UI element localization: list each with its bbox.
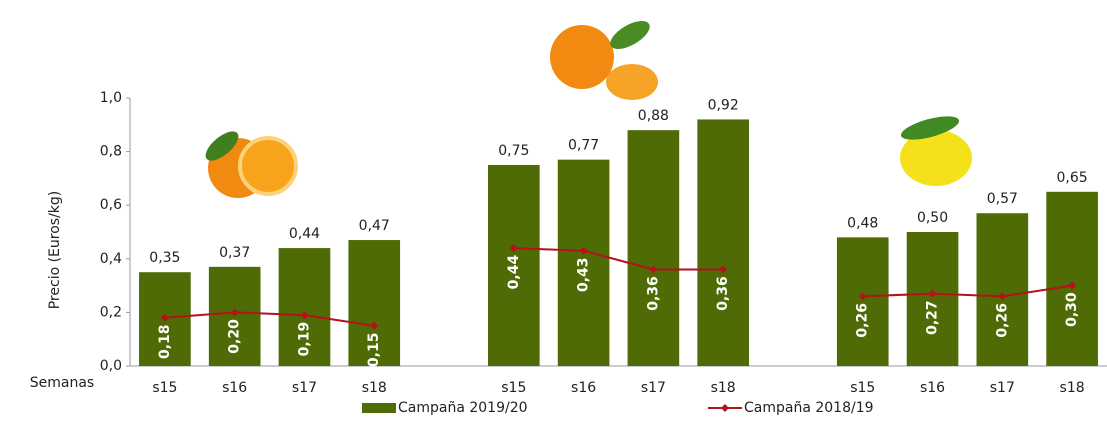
x-tick-label: s18 xyxy=(362,380,387,396)
legend-label: Campaña 2019/20 xyxy=(398,400,528,416)
bar xyxy=(907,232,959,366)
x-tick-label: s17 xyxy=(641,380,666,396)
bar xyxy=(628,130,680,366)
bar-value-label: 0,44 xyxy=(289,226,320,242)
line-value-label: 0,19 xyxy=(296,322,312,357)
y-tick-label: 1,0 xyxy=(100,90,122,106)
x-axis-label: Semanas xyxy=(30,375,94,391)
mandarin-image xyxy=(550,15,658,100)
bar xyxy=(837,237,889,366)
lemon-image xyxy=(899,112,972,186)
line-value-label: 0,36 xyxy=(645,276,661,311)
y-tick-label: 0,4 xyxy=(100,251,122,267)
line-value-label: 0,36 xyxy=(715,276,731,311)
bar-value-label: 0,75 xyxy=(498,143,529,159)
bar xyxy=(977,213,1029,366)
legend-swatch xyxy=(721,404,729,412)
x-tick-label: s17 xyxy=(990,380,1015,396)
x-tick-label: s15 xyxy=(501,380,526,396)
x-tick-label: s17 xyxy=(292,380,317,396)
line-value-label: 0,44 xyxy=(506,255,522,290)
y-tick-label: 0,8 xyxy=(100,144,122,160)
orange-image xyxy=(201,126,296,198)
legend-label: Campaña 2018/19 xyxy=(744,400,874,416)
bar xyxy=(697,119,749,366)
line-value-label: 0,26 xyxy=(855,303,871,338)
y-axis-label: Precio (Euros/kg) xyxy=(47,191,63,310)
x-tick-label: s15 xyxy=(152,380,177,396)
y-tick-label: 0,2 xyxy=(100,304,122,320)
x-tick-label: s16 xyxy=(920,380,945,396)
x-tick-label: s18 xyxy=(1060,380,1085,396)
bar-value-label: 0,37 xyxy=(219,245,250,261)
bar-value-label: 0,48 xyxy=(847,215,878,231)
y-tick-label: 0,6 xyxy=(100,197,122,213)
x-tick-label: s16 xyxy=(571,380,596,396)
bar-value-label: 0,57 xyxy=(987,191,1018,207)
line-value-label: 0,27 xyxy=(925,300,941,335)
line-value-label: 0,30 xyxy=(1064,292,1080,327)
line-value-label: 0,20 xyxy=(227,319,243,354)
bar-value-label: 0,65 xyxy=(1057,170,1088,186)
bar-value-label: 0,92 xyxy=(708,97,739,113)
chart: Precio (Euros/kg) Semanas 0,0 0,2 0,4 0,6 0,… xyxy=(0,0,1107,426)
line-value-label: 0,18 xyxy=(157,324,173,359)
bar-value-label: 0,35 xyxy=(149,250,180,266)
x-tick-label: s18 xyxy=(711,380,736,396)
legend-swatch xyxy=(362,403,396,413)
line-value-label: 0,26 xyxy=(994,303,1010,338)
line-value-label: 0,43 xyxy=(576,257,592,292)
x-tick-label: s15 xyxy=(850,380,875,396)
bar-value-label: 0,50 xyxy=(917,210,948,226)
y-tick-label: 0,0 xyxy=(100,358,122,374)
x-tick-label: s16 xyxy=(222,380,247,396)
bar xyxy=(1046,192,1098,366)
bar-value-label: 0,47 xyxy=(359,218,390,234)
line-value-label: 0,15 xyxy=(366,333,382,368)
bar-value-label: 0,77 xyxy=(568,138,599,154)
bar-value-label: 0,88 xyxy=(638,108,669,124)
